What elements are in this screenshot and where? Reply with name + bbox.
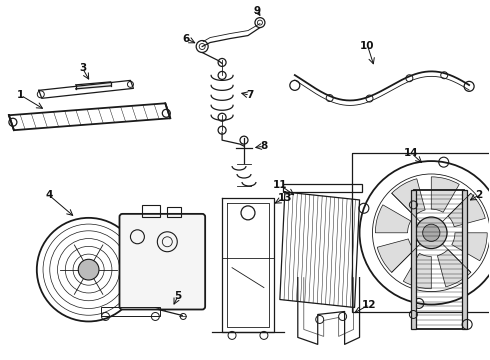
Text: 3: 3: [79, 63, 86, 73]
Bar: [283, 184, 362, 192]
Text: 5: 5: [174, 291, 182, 301]
Bar: [143, 205, 160, 217]
Wedge shape: [375, 205, 411, 233]
Text: 11: 11: [272, 180, 287, 190]
Wedge shape: [392, 179, 425, 216]
Text: 14: 14: [404, 148, 418, 158]
Wedge shape: [403, 253, 431, 289]
Bar: [415, 190, 464, 329]
Wedge shape: [377, 239, 415, 273]
Text: 4: 4: [45, 190, 52, 200]
FancyBboxPatch shape: [120, 214, 205, 310]
Bar: [412, 190, 416, 329]
Text: 2: 2: [475, 190, 483, 200]
Wedge shape: [448, 193, 485, 227]
Text: 10: 10: [360, 41, 375, 50]
Wedge shape: [452, 233, 487, 261]
Bar: [352, 153, 490, 312]
Wedge shape: [438, 249, 471, 287]
Text: 7: 7: [246, 90, 254, 100]
Wedge shape: [431, 177, 459, 212]
Text: 1: 1: [17, 90, 24, 100]
Circle shape: [416, 217, 447, 248]
Circle shape: [423, 224, 440, 242]
Text: 8: 8: [260, 141, 268, 151]
Circle shape: [78, 259, 99, 280]
Bar: [100, 306, 160, 316]
Text: 6: 6: [183, 33, 190, 44]
Text: 13: 13: [278, 193, 292, 203]
Text: 9: 9: [253, 6, 261, 15]
Text: 12: 12: [362, 300, 377, 310]
Bar: [167, 207, 181, 217]
Bar: [462, 190, 467, 329]
